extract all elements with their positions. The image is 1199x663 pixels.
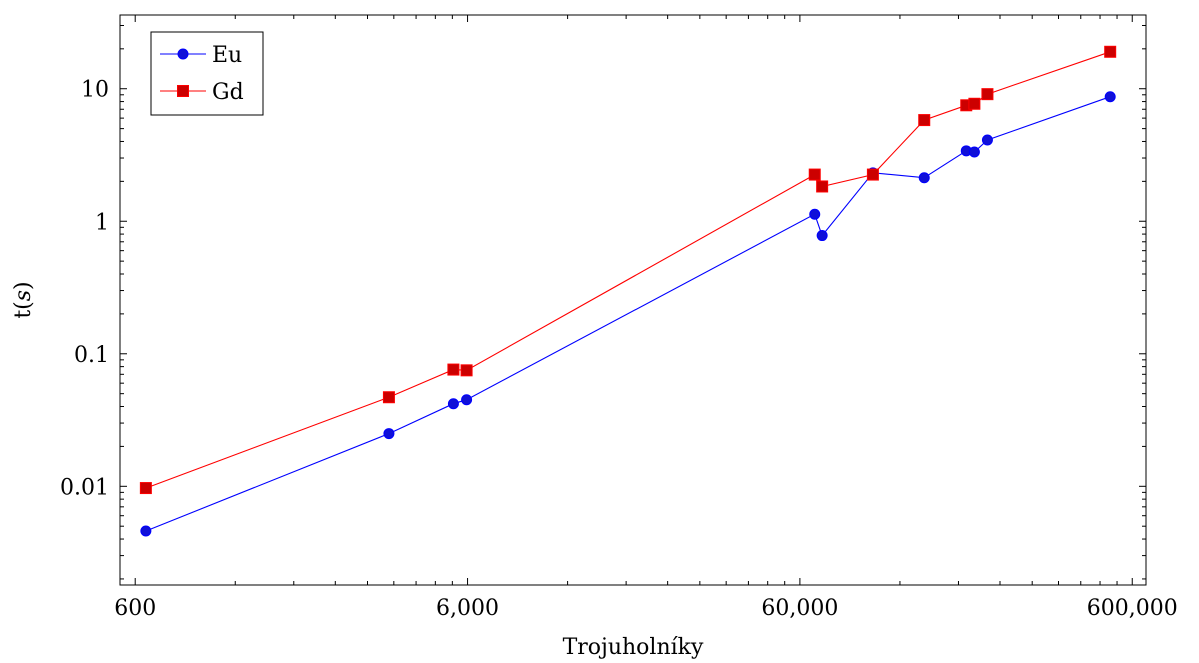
series-eu: [140, 91, 1116, 537]
data-point-eu: [447, 398, 459, 410]
data-point-eu: [1104, 91, 1116, 103]
x-tick-label: 6,000: [436, 596, 499, 621]
y-tick-label: 0.01: [60, 475, 109, 500]
legend-label-gd: Gd: [212, 80, 244, 105]
data-point-eu: [140, 525, 152, 537]
legend-marker-gd: [177, 85, 189, 97]
data-point-gd: [866, 168, 879, 181]
data-point-gd: [460, 364, 473, 377]
data-point-eu: [968, 146, 980, 158]
y-tick-label: 10: [81, 78, 109, 103]
legend-items: Eu Gd: [160, 43, 244, 105]
data-point-gd: [968, 97, 981, 110]
x-axis-label: Trojuholníky: [563, 635, 704, 660]
data-point-eu: [981, 134, 993, 146]
legend-marker-eu: [177, 48, 189, 60]
data-point-gd: [382, 391, 395, 404]
x-tick-label: 60,000: [761, 596, 838, 621]
series-line-gd: [145, 51, 1111, 489]
data-point-gd: [981, 88, 994, 101]
data-point-gd: [816, 180, 829, 193]
legend-label-eu: Eu: [212, 43, 242, 68]
data-point-gd: [447, 363, 460, 376]
data-point-eu: [461, 394, 473, 406]
data-point-eu: [816, 230, 828, 242]
x-tick-label: 600: [114, 596, 156, 621]
y-tick-label: 0.1: [74, 343, 109, 368]
legend: Eu Gd: [150, 31, 264, 116]
y-tick-label: 1: [95, 210, 109, 235]
data-point-gd: [918, 114, 931, 127]
series-layer: [139, 45, 1117, 537]
axis-ticks: [120, 15, 1146, 585]
axis-tick-labels: 600 6,000 60,000 600,000 0.01 0.1 1 10: [60, 78, 1178, 621]
data-point-gd: [139, 482, 152, 495]
legend-box: [150, 31, 264, 116]
legend-item-gd: Gd: [160, 80, 244, 105]
series-line-eu: [145, 96, 1111, 532]
x-tick-label: 600,000: [1087, 596, 1178, 621]
data-point-eu: [383, 428, 395, 440]
series-gd: [139, 45, 1117, 495]
y-axis-label: t(s): [11, 281, 36, 318]
plot-area-frame: [119, 14, 1147, 586]
data-point-eu: [809, 208, 821, 220]
data-point-gd: [1104, 45, 1117, 58]
data-point-eu: [918, 172, 930, 184]
legend-item-eu: Eu: [160, 43, 242, 68]
data-point-gd: [808, 168, 821, 181]
